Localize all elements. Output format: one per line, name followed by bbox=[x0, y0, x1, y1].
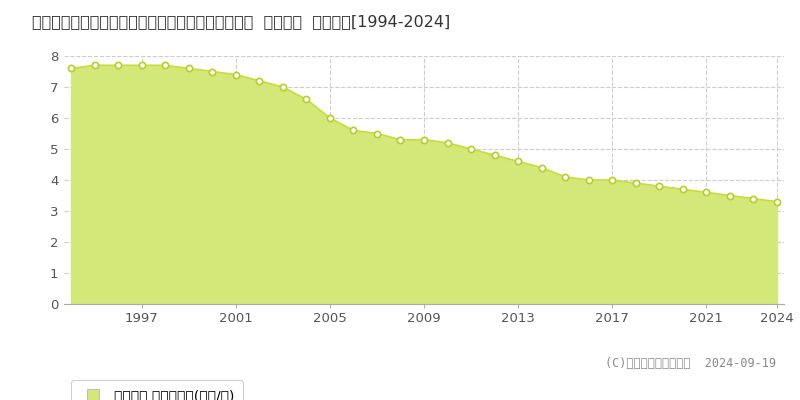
Text: 長野県上水内郡信濃町大字古間字切通し９２５番２  公示地価  地価推移[1994-2024]: 長野県上水内郡信濃町大字古間字切通し９２５番２ 公示地価 地価推移[1994-2… bbox=[32, 14, 450, 29]
Text: (C)土地価格ドットコム  2024-09-19: (C)土地価格ドットコム 2024-09-19 bbox=[605, 357, 776, 370]
Legend: 公示地価 平均坪単価(万円/坪): 公示地価 平均坪単価(万円/坪) bbox=[71, 380, 242, 400]
